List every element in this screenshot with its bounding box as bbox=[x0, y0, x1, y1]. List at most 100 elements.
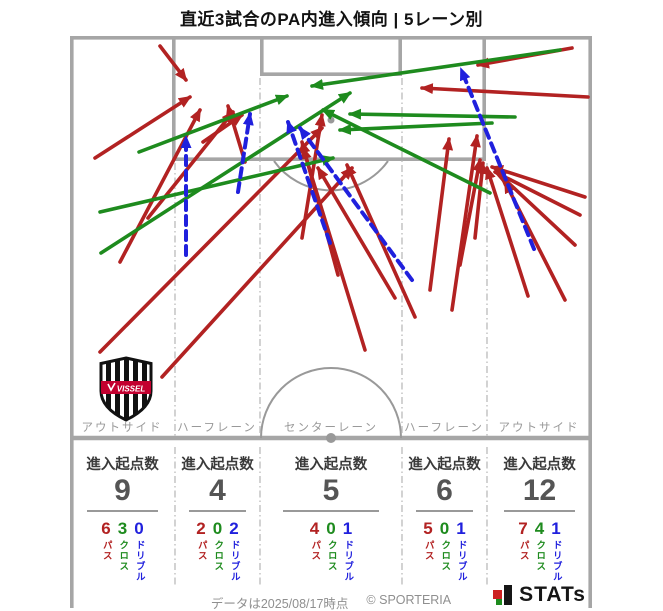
stats-header: 進入起点数 bbox=[181, 457, 254, 473]
arrow-pass bbox=[485, 166, 530, 298]
dribble-count: 1 bbox=[551, 519, 561, 538]
stats-header: 進入起点数 bbox=[503, 457, 576, 473]
dribble-label: ドリブル bbox=[133, 540, 145, 582]
cross-count: 3 bbox=[117, 519, 128, 538]
pass-label: パス bbox=[195, 540, 207, 561]
dribble-count: 0 bbox=[134, 519, 144, 538]
arrow-dribble bbox=[298, 126, 414, 282]
stats-column-outside-left: 進入起点数 9 6 パス 3 クロス 0 ドリブル bbox=[70, 446, 175, 588]
divider-rule bbox=[86, 510, 159, 512]
cross-label: クロス bbox=[325, 540, 337, 572]
crest-text: VISSEL bbox=[117, 385, 146, 394]
cross-label: クロス bbox=[439, 540, 451, 572]
pass-label: パス bbox=[309, 540, 321, 561]
arrow-dribble bbox=[286, 120, 332, 245]
arrow-cross bbox=[338, 121, 494, 135]
pass-count: 2 bbox=[196, 519, 206, 538]
arrow-pass bbox=[160, 166, 354, 379]
dribble-label: ドリブル bbox=[455, 540, 467, 582]
pass-count: 6 bbox=[101, 519, 111, 538]
dribble-count: 2 bbox=[229, 519, 239, 538]
lane-label-outside-right: アウトサイド bbox=[498, 422, 580, 434]
lane-label-center: センターレーン bbox=[284, 422, 378, 434]
stats-column-outside-right: 進入起点数 12 7 パス 4 クロス 1 ドリブル bbox=[487, 446, 592, 588]
penalty-area bbox=[172, 37, 486, 161]
arrow-pass bbox=[450, 134, 481, 312]
arrow-dribble bbox=[236, 112, 254, 194]
data-timestamp-note: データは2025/08/17時点 bbox=[210, 597, 349, 611]
cross-count: 4 bbox=[534, 519, 545, 538]
page-title: 直近3試合のPA内進入傾向 | 5レーン別 bbox=[179, 10, 484, 29]
arrow-pass bbox=[316, 166, 397, 300]
arrow-cross bbox=[321, 108, 492, 195]
brand-wordmark: STATs bbox=[519, 583, 586, 606]
center-circle bbox=[260, 367, 402, 439]
penalty-arc bbox=[273, 160, 389, 192]
lane-label-outside-left: アウトサイド bbox=[81, 422, 163, 434]
copyright: © SPORTERIA bbox=[366, 593, 452, 607]
lane-stats-panel: 進入起点数 9 6 パス 3 クロス 0 ドリブル 進入起点数 4 2 パス 0 クロス … bbox=[70, 446, 592, 588]
arrow-pass bbox=[498, 173, 577, 247]
divider-rule bbox=[503, 510, 576, 512]
pass-count: 4 bbox=[309, 519, 320, 538]
pass-label: パス bbox=[422, 540, 434, 561]
arrow-pass bbox=[158, 44, 188, 82]
pass-label: パス bbox=[517, 540, 529, 561]
arrow-pass bbox=[98, 126, 324, 354]
origins-count: 5 bbox=[322, 474, 340, 507]
stats-header: 進入起点数 bbox=[294, 457, 368, 473]
origins-count: 6 bbox=[436, 474, 453, 507]
dribble-label: ドリブル bbox=[550, 540, 562, 582]
stats-column-half-right: 進入起点数 6 5 パス 0 クロス 1 ドリブル bbox=[402, 446, 487, 588]
penalty-spot bbox=[327, 116, 335, 124]
lane-dividers bbox=[174, 78, 488, 586]
stats-brand-logo: STATs bbox=[492, 583, 586, 606]
cross-label: クロス bbox=[534, 540, 546, 572]
cross-label: クロス bbox=[212, 540, 224, 572]
stats-column-center: 進入起点数 5 4 パス 0 クロス 1 ドリブル bbox=[260, 446, 402, 588]
pass-count: 7 bbox=[518, 519, 528, 538]
dribble-label: ドリブル bbox=[342, 540, 354, 582]
arrow-pass bbox=[93, 95, 192, 160]
arrow-dribble bbox=[459, 67, 536, 251]
arrow-cross bbox=[310, 48, 562, 90]
entry-arrows bbox=[93, 44, 590, 379]
arrow-pass bbox=[490, 165, 587, 199]
arrow-cross bbox=[99, 91, 352, 255]
origins-count: 12 bbox=[522, 474, 557, 507]
arrow-pass bbox=[473, 161, 488, 240]
team-crest: VISSEL bbox=[99, 356, 153, 422]
dribble-count: 1 bbox=[342, 519, 353, 538]
divider-rule bbox=[282, 510, 380, 512]
dribble-count: 1 bbox=[456, 519, 466, 538]
dribble-label: ドリブル bbox=[228, 540, 240, 582]
arrow-pass bbox=[201, 113, 244, 144]
arrow-pass bbox=[458, 158, 484, 267]
pass-count: 5 bbox=[423, 519, 433, 538]
origins-count: 4 bbox=[209, 474, 226, 507]
divider-rule bbox=[188, 510, 247, 512]
pass-label: パス bbox=[100, 540, 112, 561]
lane-label-half-left: ハーフレーン bbox=[177, 422, 257, 434]
arrow-cross bbox=[137, 94, 289, 154]
footer: データは2025/08/17時点 © SPORTERIA bbox=[70, 593, 592, 611]
arrow-pass bbox=[428, 137, 454, 292]
arrow-pass bbox=[420, 83, 590, 99]
lane-label-half-right: ハーフレーン bbox=[404, 422, 484, 434]
origins-count: 9 bbox=[114, 474, 131, 507]
center-spot bbox=[326, 433, 336, 443]
stats-header: 進入起点数 bbox=[86, 457, 159, 473]
arrow-cross bbox=[98, 155, 335, 214]
arrow-pass bbox=[300, 146, 367, 352]
divider-rule bbox=[415, 510, 474, 512]
cross-count: 0 bbox=[326, 519, 336, 538]
goal-area bbox=[260, 37, 402, 76]
cross-count: 0 bbox=[212, 519, 223, 538]
stats-column-half-left: 進入起点数 4 2 パス 0 クロス 2 ドリブル bbox=[175, 446, 260, 588]
cross-count: 0 bbox=[439, 519, 450, 538]
arrow-cross bbox=[348, 108, 517, 120]
cross-label: クロス bbox=[117, 540, 129, 572]
pitch-outer-border bbox=[70, 36, 592, 608]
